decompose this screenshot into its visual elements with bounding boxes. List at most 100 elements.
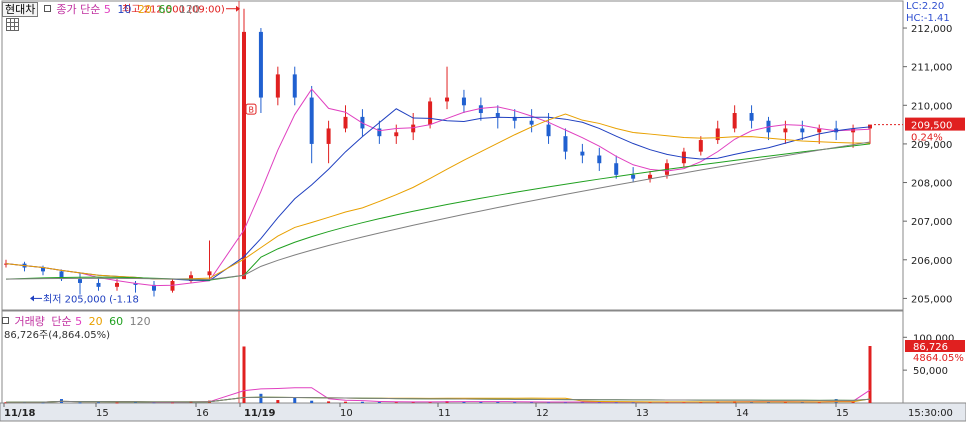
candle-body <box>614 163 619 175</box>
volume-ma-20: 20 <box>88 315 103 328</box>
current-volume-label: 86,726 <box>913 342 948 353</box>
x-tick-label: 12 <box>536 408 549 419</box>
candle-body <box>189 275 193 282</box>
current-price-label: 209,500 <box>911 121 952 132</box>
candle-body <box>817 128 822 133</box>
x-tick-label: 11 <box>438 408 451 419</box>
lc-hc-box: LC:2.20 HC:-1.41 <box>906 1 950 25</box>
current-volume-box <box>905 340 965 353</box>
candle-body <box>170 281 175 291</box>
volume-legend-square-icon <box>2 317 9 324</box>
high-annotation: 최고 212,500 (09:00) <box>122 4 225 16</box>
price-ma-line-120 <box>5 141 871 280</box>
badge-text: B <box>249 106 255 115</box>
current-change-label: 0.24% <box>911 133 943 144</box>
price-tick-label: 209,000 <box>911 140 952 151</box>
candle-body <box>597 155 602 164</box>
candle-body <box>152 284 156 291</box>
volume-bar <box>530 402 534 404</box>
volume-ma-5: 5 <box>75 315 83 328</box>
candle-body <box>495 113 500 117</box>
volume-panel-frame <box>1 310 904 404</box>
volume-bar <box>750 401 754 403</box>
candle-body <box>648 174 653 179</box>
grid-settings-icon[interactable] <box>6 18 19 31</box>
candle-body <box>207 271 212 276</box>
volume-bar <box>310 400 314 403</box>
candle-body <box>59 271 64 280</box>
price-tick-label: 205,000 <box>911 294 952 305</box>
volume-bar <box>327 401 331 403</box>
volume-tick-label: 50,000 <box>913 366 948 377</box>
volume-ma-120: 120 <box>129 315 151 328</box>
volume-bar <box>631 402 635 404</box>
volume-tick-label: 100,000 <box>913 333 954 344</box>
volume-bar <box>496 401 500 403</box>
lc-label: LC:2.20 <box>906 1 945 12</box>
volume-bar <box>293 397 297 403</box>
price-tick-label: 211,000 <box>911 63 952 74</box>
x-tick-label: 15 <box>96 408 109 419</box>
low-arrow-head <box>30 295 34 302</box>
price-tick-label: 206,000 <box>911 256 952 267</box>
volume-bar <box>344 401 348 403</box>
price-header: 현대차 종가 단순 5 10 20 60 120 <box>2 1 200 17</box>
volume-bar <box>547 402 551 404</box>
x-tick-label: 10 <box>340 408 353 419</box>
candle-body <box>78 279 82 283</box>
candle-body <box>292 74 297 98</box>
volume-bar <box>78 402 82 404</box>
x-tick-label: 14 <box>736 408 749 419</box>
x-tick-label: 11/18 <box>4 408 36 419</box>
price-tick-label: 210,000 <box>911 101 952 112</box>
volume-bar <box>563 402 567 404</box>
candle-body <box>445 97 450 102</box>
x-tick-label: 11/19 <box>244 408 276 419</box>
current-volume-pct: 4864.05% <box>913 353 964 364</box>
volume-bar <box>97 402 100 404</box>
price-ma-60: 60 <box>158 3 173 16</box>
candle-body <box>133 282 138 285</box>
candle-body <box>563 136 568 152</box>
stock-name-box[interactable]: 현대차 <box>2 2 39 17</box>
volume-ma-line-120 <box>5 396 871 403</box>
candle-body <box>749 113 754 121</box>
candle-body <box>698 140 703 152</box>
candle-body <box>512 116 517 121</box>
volume-bar <box>41 402 45 404</box>
candle-body <box>478 105 483 114</box>
price-tick-label: 212,000 <box>911 24 952 35</box>
price-ma-5: 5 <box>103 3 111 16</box>
hc-label: HC:-1.41 <box>906 13 950 24</box>
x-tick-label: 15 <box>836 408 849 419</box>
candle-body <box>309 97 314 144</box>
candle-body <box>275 74 280 98</box>
candle-body <box>546 124 551 137</box>
candle-body <box>41 267 45 272</box>
candles <box>4 8 872 297</box>
candle-body <box>96 282 101 287</box>
price-ma-10: 10 <box>117 3 132 16</box>
candle-body <box>783 128 788 133</box>
candle-body <box>115 282 119 287</box>
price-ma-line-5 <box>5 88 871 287</box>
candle-body <box>326 128 331 144</box>
low-annotation: 최저 205,000 (-1.18 <box>43 293 139 305</box>
candle-body <box>377 128 382 137</box>
volume-ma-60: 60 <box>109 315 124 328</box>
candle-body <box>580 151 585 156</box>
volume-bar <box>479 401 483 403</box>
price-legend-label: 종가 단순 <box>56 3 101 16</box>
volume-bar <box>360 401 364 403</box>
candle-body <box>343 116 348 129</box>
candle-body <box>242 31 246 280</box>
candle-body <box>394 132 399 137</box>
candle-body <box>715 128 720 141</box>
price-tick-label: 207,000 <box>911 217 952 228</box>
volume-bar <box>171 402 174 404</box>
volume-bar <box>868 346 872 403</box>
price-panel-frame <box>1 0 904 311</box>
volume-bar <box>462 401 466 403</box>
volume-bar <box>134 401 137 403</box>
